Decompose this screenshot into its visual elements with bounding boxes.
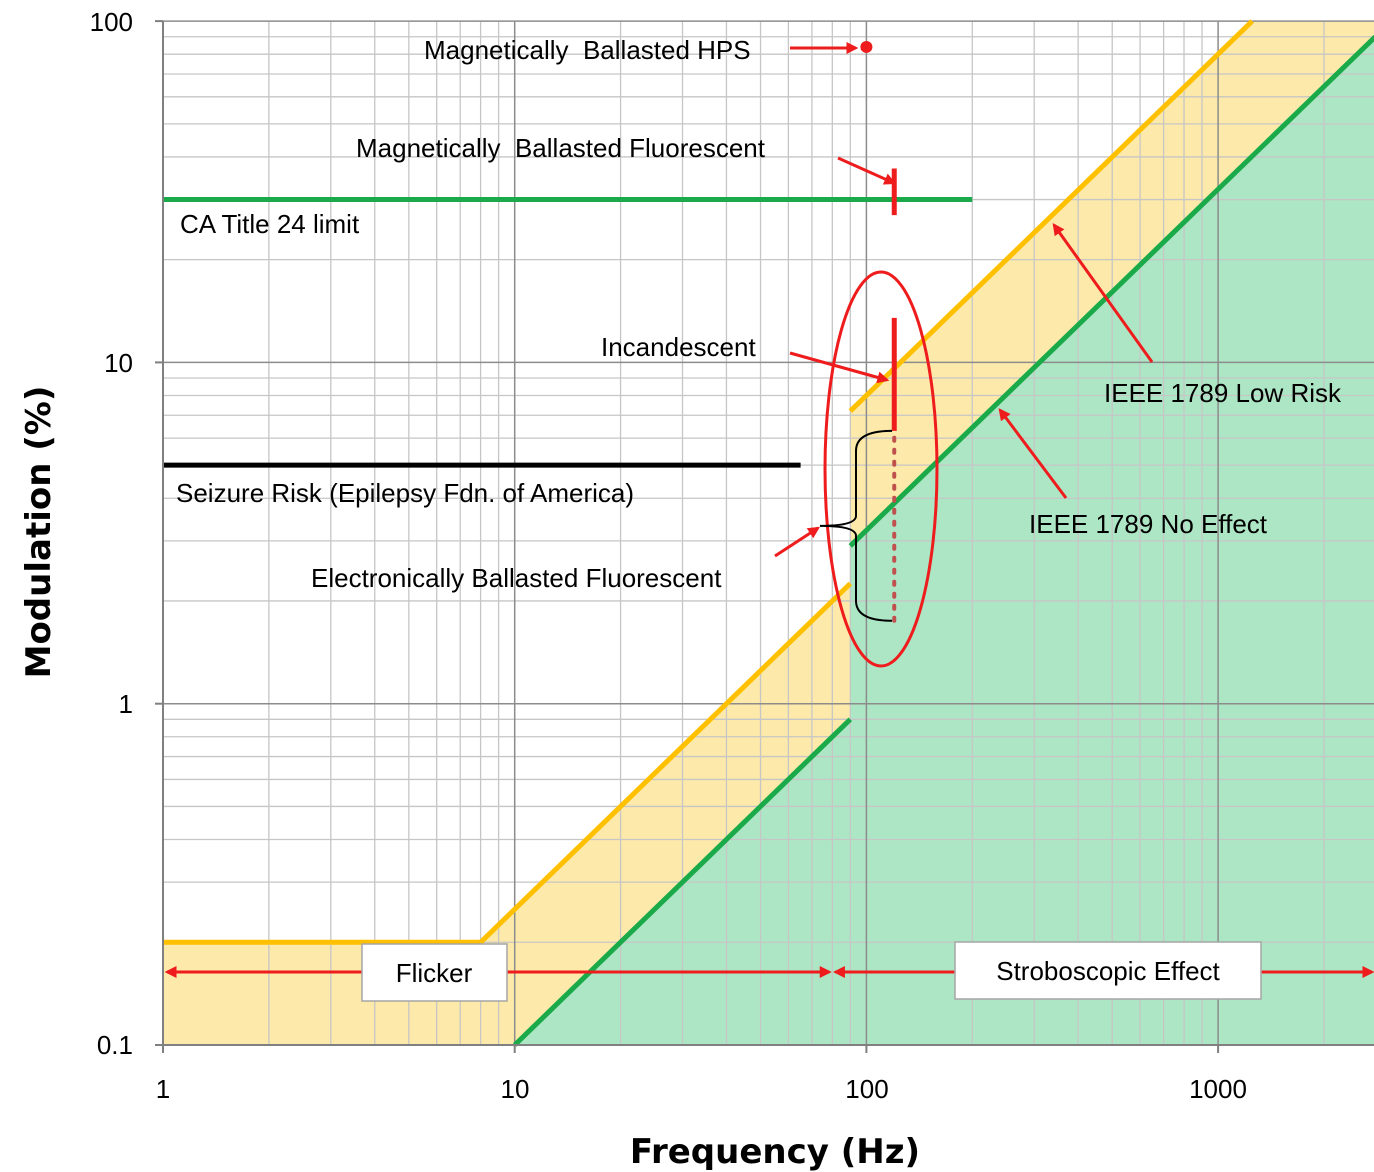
annotation-arrows [164,42,1374,978]
low-risk-arrow [1052,223,1154,363]
x-tick-labels: 1 10 100 1000 [156,1074,1247,1104]
y-tick-label: 100 [90,7,133,37]
label-ieee-no-effect: IEEE 1789 No Effect [1029,509,1268,539]
axes [155,20,1374,1053]
label-magnetic-hps: Magnetically Ballasted HPS [424,35,751,65]
no-effect-arrow [998,408,1068,499]
x-tick-label: 100 [845,1074,888,1104]
y-tick-label: 0.1 [97,1030,133,1060]
label-ieee-low-risk: IEEE 1789 Low Risk [1104,378,1342,408]
flicker-label: Flicker [396,958,473,988]
y-tick-label: 10 [104,348,133,378]
y-axis-title: Modulation (%) [19,386,59,679]
flicker-box [361,943,508,1002]
annotation-labels: Magnetically Ballasted HPS Magnetically … [176,35,1342,593]
label-ca-title-24: CA Title 24 limit [180,209,360,239]
y-tick-labels: 0.1 1 10 100 [90,7,133,1060]
product-markers [819,40,939,668]
stroboscopic-label: Stroboscopic Effect [996,956,1220,986]
hps-point [860,40,873,53]
electronic-fluorescent-brace [819,429,893,622]
x-tick-label: 1 [156,1074,170,1104]
low-risk-band [163,21,1374,1045]
magnetic-fluorescent-arrow [837,156,897,185]
y-tick-label: 1 [119,689,133,719]
label-seizure-risk: Seizure Risk (Epilepsy Fdn. of America) [176,478,634,508]
x-tick-label: 1000 [1189,1074,1247,1104]
label-magnetic-fluorescent: Magnetically Ballasted Fluorescent [356,133,766,163]
low-risk-line [478,581,853,945]
low-risk-line [848,19,1254,413]
highlight-ellipse [823,270,939,668]
no-effect-line [512,717,853,1047]
incandescent-arrow [789,351,890,384]
x-tick-label: 10 [501,1074,530,1104]
region-labels: Flicker Stroboscopic Effect [361,941,1262,1002]
x-axis-title: Frequency (Hz) [630,1132,920,1172]
stroboscopic-box [954,941,1262,1000]
electronic-fluorescent-arrow [774,526,821,558]
label-incandescent: Incandescent [601,332,756,362]
label-electronic-fluorescent: Electronically Ballasted Fluorescent [311,563,722,593]
major-gridlines [163,20,1374,1045]
